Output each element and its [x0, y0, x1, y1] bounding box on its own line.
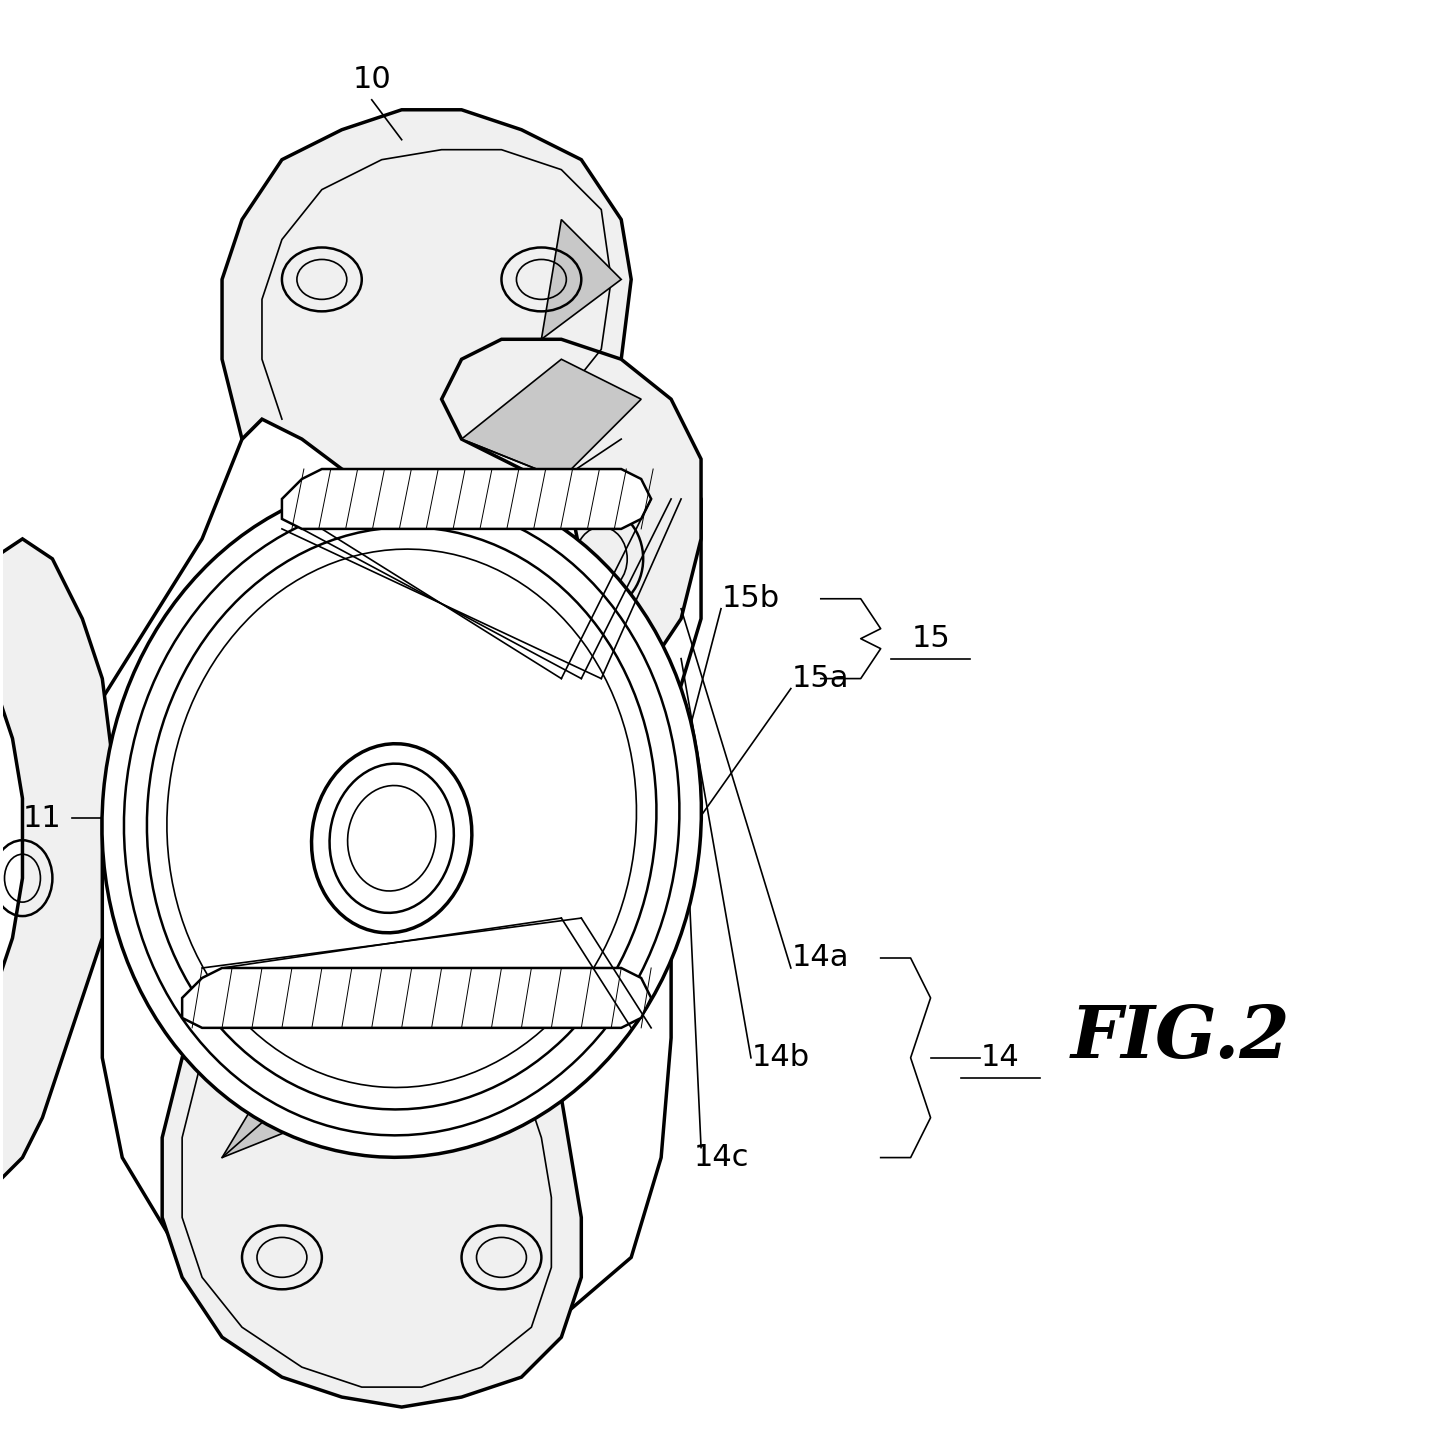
Text: FIG.2: FIG.2: [1070, 1003, 1289, 1073]
Polygon shape: [163, 1017, 581, 1407]
Text: 15: 15: [912, 624, 950, 654]
Text: 12: 12: [152, 684, 192, 713]
Polygon shape: [222, 1017, 382, 1158]
Polygon shape: [182, 969, 650, 1027]
Ellipse shape: [102, 480, 701, 1157]
Polygon shape: [282, 468, 650, 529]
Text: 14b: 14b: [752, 1043, 810, 1072]
Polygon shape: [0, 539, 112, 1177]
Text: 15b: 15b: [722, 585, 780, 614]
Text: 15a: 15a: [791, 664, 849, 693]
Text: 14c: 14c: [693, 1142, 749, 1173]
Polygon shape: [462, 359, 642, 479]
Polygon shape: [542, 220, 621, 339]
Polygon shape: [83, 319, 701, 1338]
Text: 14a: 14a: [791, 944, 849, 973]
Polygon shape: [441, 339, 701, 718]
Text: 14: 14: [982, 1043, 1019, 1072]
Polygon shape: [222, 109, 632, 499]
Ellipse shape: [312, 744, 472, 933]
Text: 11: 11: [23, 803, 62, 833]
Text: 10: 10: [353, 65, 391, 95]
Text: 13: 13: [582, 874, 620, 902]
